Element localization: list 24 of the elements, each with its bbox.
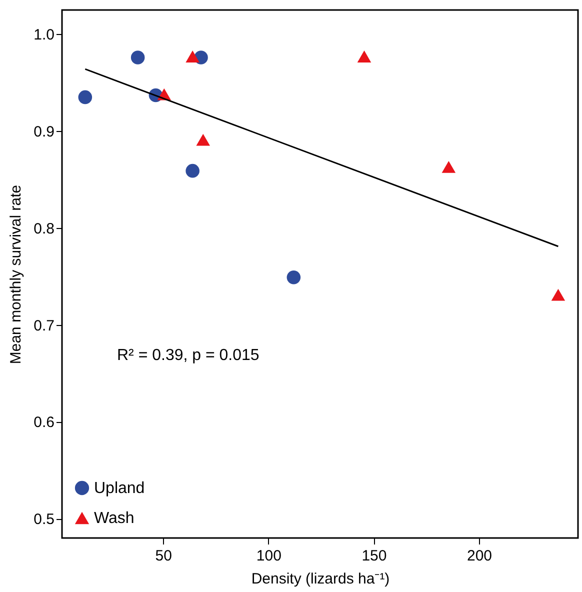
y-tick-label: 0.7 — [34, 317, 54, 334]
point — [130, 50, 145, 64]
x-tick-label: 100 — [256, 548, 282, 564]
x-tick-label: 150 — [362, 548, 387, 564]
y-tick-label: 0.8 — [34, 220, 54, 238]
point — [186, 164, 200, 178]
x-axis-title: Density (lizards ha⁻¹) — [251, 570, 390, 588]
legend-label: Upland — [94, 480, 145, 497]
point — [186, 50, 200, 62]
legend-label: Wash — [94, 510, 134, 527]
y-tick-label: 0.5 — [34, 511, 54, 528]
y-tick-label: 0.6 — [34, 414, 54, 432]
y-axis-title: Mean monthly survival rate — [8, 184, 25, 364]
point — [286, 270, 301, 284]
point — [551, 288, 566, 301]
y-tick-label: 1.0 — [34, 26, 54, 44]
point — [78, 90, 92, 104]
point — [196, 134, 210, 146]
point — [442, 160, 456, 173]
y-tick-label: 0.9 — [34, 124, 54, 141]
x-tick-label: 50 — [155, 548, 172, 564]
point — [357, 50, 372, 62]
annotation: R² = 0.39, p = 0.015 — [117, 347, 260, 364]
x-tick-label: 200 — [466, 548, 492, 564]
